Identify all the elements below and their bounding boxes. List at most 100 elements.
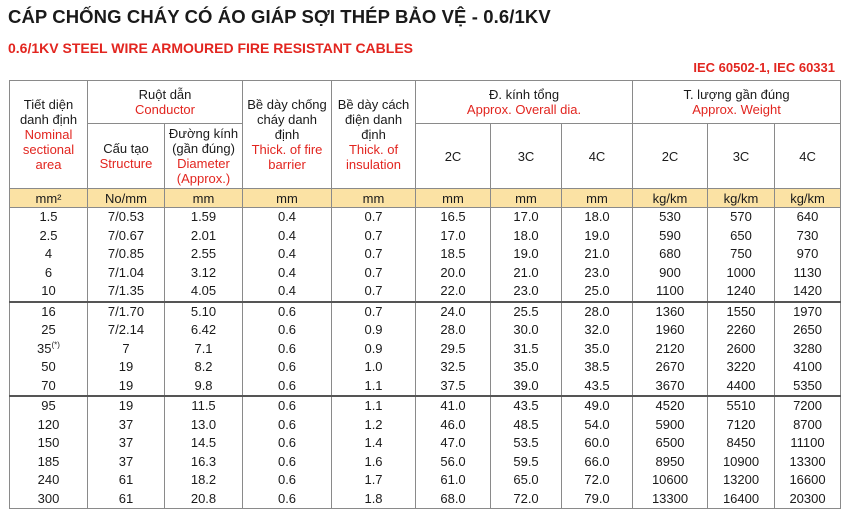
cell-weight-3c: 1000	[707, 263, 776, 282]
header-insul-en: Thick. of insulation	[346, 142, 401, 172]
cell-value: 14.5	[190, 435, 217, 450]
cell-value: 0.7	[364, 227, 383, 243]
cell-value: 0.6	[277, 398, 297, 413]
cell-value: 0.6	[277, 322, 297, 337]
header-od-3c: 3C	[490, 123, 563, 189]
cell-od-3c: 19.0	[490, 245, 563, 264]
header-w-3c: 3C	[707, 123, 776, 189]
table-row: 150 37 14.5 0.6 1.4 47.0 53.5 60.0 6500 8450 11100	[9, 434, 842, 453]
cell-weight-3c: 1550	[707, 300, 776, 321]
cell-value: 120	[37, 416, 60, 432]
cell-od-2c: 18.5	[415, 245, 492, 264]
cell-weight-4c: 3280	[774, 339, 842, 358]
cell-structure: 19	[87, 358, 165, 377]
cell-od-4c: 72.0	[561, 471, 634, 490]
cell-value: 38.5	[584, 359, 610, 374]
cell-value: 0.6	[277, 490, 297, 506]
cell-weight-3c: 2600	[707, 339, 776, 358]
cell-value: 640	[796, 209, 819, 224]
cell-value: 1360	[655, 303, 685, 319]
cell-insulation-thickness: 0.7	[331, 226, 417, 245]
cell-value: 2.5	[39, 227, 58, 243]
cell-section: 35(*)	[9, 339, 88, 358]
cell-insulation-thickness: 1.2	[331, 415, 417, 434]
header-w-2c: 2C	[632, 123, 709, 189]
cell-value: 150	[37, 435, 60, 450]
cell-od-3c: 23.0	[490, 282, 563, 302]
cell-value: 4100	[793, 359, 822, 374]
cell-diameter: 8.2	[163, 358, 244, 377]
cell-value: 95	[41, 398, 56, 413]
cell-value: 25.5	[513, 303, 539, 319]
cell-weight-2c: 1360	[632, 300, 709, 321]
cell-weight-3c: 3220	[707, 358, 776, 377]
cell-value: 8950	[655, 453, 685, 469]
cell-value: 0.4	[277, 209, 297, 224]
cell-fire-thickness: 0.6	[242, 300, 333, 321]
header-overall: Đ. kính tổng Approx. Overall dia.	[415, 80, 634, 124]
cell-weight-4c: 20300	[774, 489, 842, 509]
header-conductor-vn: Ruột dẫn	[138, 87, 192, 102]
cell-section: 70	[9, 376, 88, 396]
cell-weight-2c: 5900	[632, 415, 709, 434]
cell-value: 13300	[651, 490, 689, 506]
cell-value: 0.7	[364, 209, 383, 224]
cell-value: 13.0	[190, 416, 217, 432]
cell-value: 0.6	[277, 340, 297, 356]
cell-structure: 37	[87, 434, 165, 453]
cell-value: 2120	[655, 340, 685, 356]
cell-section: 25	[9, 321, 88, 340]
cell-weight-4c: 4100	[774, 358, 842, 377]
cell-od-2c: 20.0	[415, 263, 492, 282]
cell-value: 750	[730, 246, 752, 261]
cell-weight-4c: 1970	[774, 300, 842, 321]
cell-value: 240	[37, 472, 60, 487]
header-overall-vn: Đ. kính tổng	[488, 87, 560, 102]
cell-weight-2c: 8950	[632, 452, 709, 471]
cell-value: 2670	[655, 359, 685, 374]
table-body: 1.5 7/0.53 1.59 0.4 0.7 16.5 17.0 18.0 530 570 640…	[9, 207, 842, 509]
cell-structure: 7/2.14	[87, 321, 165, 340]
cell-fire-thickness: 0.6	[242, 452, 333, 471]
cell-value: 10900	[722, 453, 760, 469]
cell-value: 7/1.35	[107, 283, 145, 298]
cell-section: 2.5	[9, 226, 88, 245]
cell-value: 18.0	[513, 227, 539, 243]
cell-value: 70	[41, 377, 56, 393]
cell-weight-4c: 1420	[774, 282, 842, 302]
cell-value: 35	[37, 340, 52, 356]
cell-value: 590	[659, 227, 681, 243]
cell-value: 2260	[726, 322, 756, 337]
cell-value: 6500	[655, 435, 685, 450]
cell-weight-3c: 10900	[707, 452, 776, 471]
cell-value: 7/0.53	[107, 209, 145, 224]
cell-value: 5.10	[190, 303, 217, 319]
cell-value: 66.0	[584, 453, 610, 469]
cell-diameter: 7.1	[163, 339, 244, 358]
cell-od-4c: 25.0	[561, 282, 634, 302]
header-section-vn: Tiết diện danh định	[19, 97, 78, 127]
cell-od-2c: 61.0	[415, 471, 492, 490]
header-overall-en: Approx. Overall dia.	[466, 102, 582, 117]
cell-value: 53.5	[513, 435, 539, 450]
cell-value: 680	[659, 246, 681, 261]
cell-weight-4c: 5350	[774, 376, 842, 396]
cell-value: 5900	[655, 416, 685, 432]
cell-value: 1960	[655, 322, 685, 337]
table-row: 120 37 13.0 0.6 1.2 46.0 48.5 54.0 5900 7120 8700	[9, 415, 842, 434]
cell-value: 1130	[793, 264, 822, 280]
cell-od-2c: 56.0	[415, 452, 492, 471]
cell-od-3c: 31.5	[490, 339, 563, 358]
cell-fire-thickness: 0.4	[242, 282, 333, 302]
cell-od-2c: 41.0	[415, 395, 492, 416]
cell-weight-3c: 5510	[707, 395, 776, 416]
header-weight-en: Approx. Weight	[692, 102, 781, 117]
unit-section: mm²	[9, 188, 88, 208]
cell-diameter: 18.2	[163, 471, 244, 490]
cell-weight-4c: 7200	[774, 395, 842, 416]
table-row: 35(*) 7 7.1 0.6 0.9 29.5 31.5 35.0 2120 2600 3280	[9, 339, 842, 358]
cell-value: 8.2	[194, 359, 213, 374]
header-od-2c: 2C	[415, 123, 492, 189]
cell-value: 0.6	[277, 416, 297, 432]
header-structure: Cấu tạo Structure	[87, 123, 165, 189]
